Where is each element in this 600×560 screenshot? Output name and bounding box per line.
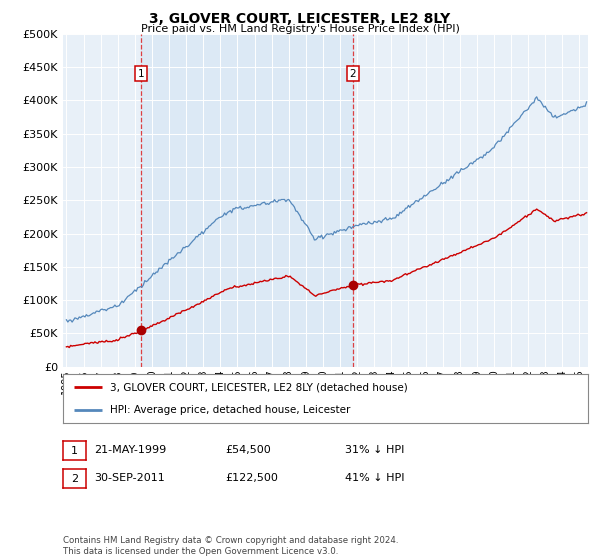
- Text: 21-MAY-1999: 21-MAY-1999: [94, 445, 166, 455]
- Text: £122,500: £122,500: [225, 473, 278, 483]
- Text: 2: 2: [71, 474, 78, 483]
- Bar: [142, 34, 353, 367]
- Text: 41% ↓ HPI: 41% ↓ HPI: [345, 473, 404, 483]
- Text: 1: 1: [71, 446, 78, 455]
- Text: 1: 1: [138, 68, 145, 78]
- Text: Price paid vs. HM Land Registry's House Price Index (HPI): Price paid vs. HM Land Registry's House …: [140, 24, 460, 34]
- Text: HPI: Average price, detached house, Leicester: HPI: Average price, detached house, Leic…: [110, 405, 350, 416]
- Text: £54,500: £54,500: [225, 445, 271, 455]
- Text: Contains HM Land Registry data © Crown copyright and database right 2024.
This d: Contains HM Land Registry data © Crown c…: [63, 536, 398, 556]
- Text: 3, GLOVER COURT, LEICESTER, LE2 8LY (detached house): 3, GLOVER COURT, LEICESTER, LE2 8LY (det…: [110, 382, 408, 393]
- Text: 2: 2: [350, 68, 356, 78]
- Text: 30-SEP-2011: 30-SEP-2011: [94, 473, 165, 483]
- Text: 3, GLOVER COURT, LEICESTER, LE2 8LY: 3, GLOVER COURT, LEICESTER, LE2 8LY: [149, 12, 451, 26]
- Text: 31% ↓ HPI: 31% ↓ HPI: [345, 445, 404, 455]
